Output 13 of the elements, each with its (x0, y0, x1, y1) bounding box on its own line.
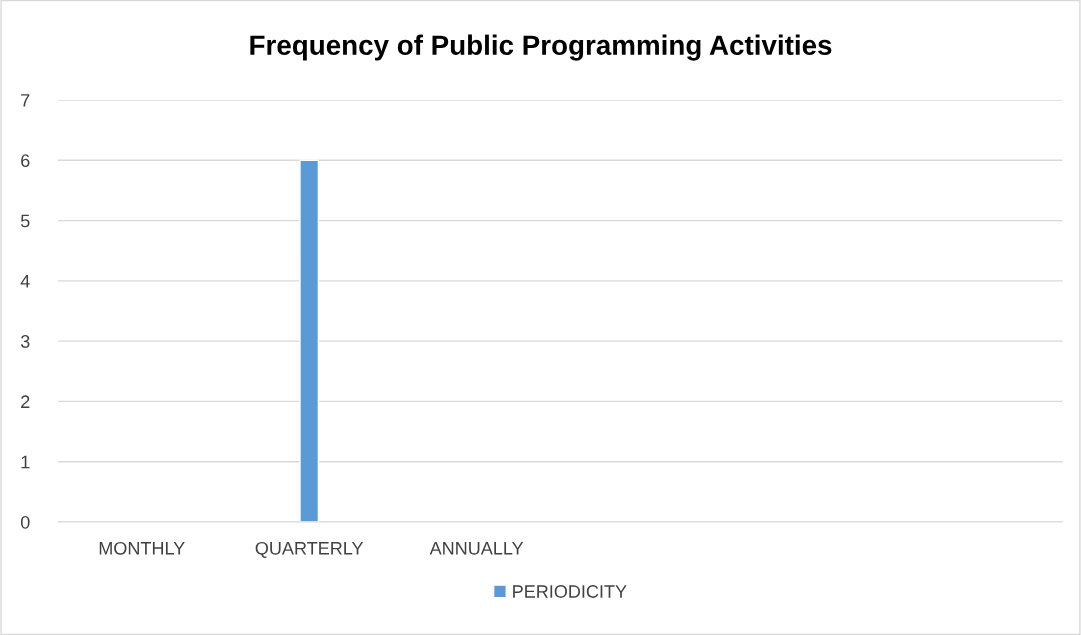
chart-title: Frequency of Public Programming Activities (250, 34, 832, 61)
y-tick-label: 3 (20, 335, 30, 348)
x-tick-label: QUARTERLY (255, 541, 364, 558)
y-tick-label: 6 (21, 154, 30, 168)
y-tick-label: 7 (21, 94, 30, 107)
x-tick-label: ANNUALLY (429, 542, 524, 555)
y-tick-label: 5 (20, 214, 30, 228)
y-tick-label: 4 (20, 274, 30, 288)
y-tick-label: 1 (21, 455, 30, 469)
x-tick-label: MONTHLY (99, 541, 185, 555)
y-tick-label: 2 (21, 395, 30, 408)
legend-label: PERIODICITY (513, 585, 627, 598)
y-tick-label: 0 (20, 515, 30, 529)
